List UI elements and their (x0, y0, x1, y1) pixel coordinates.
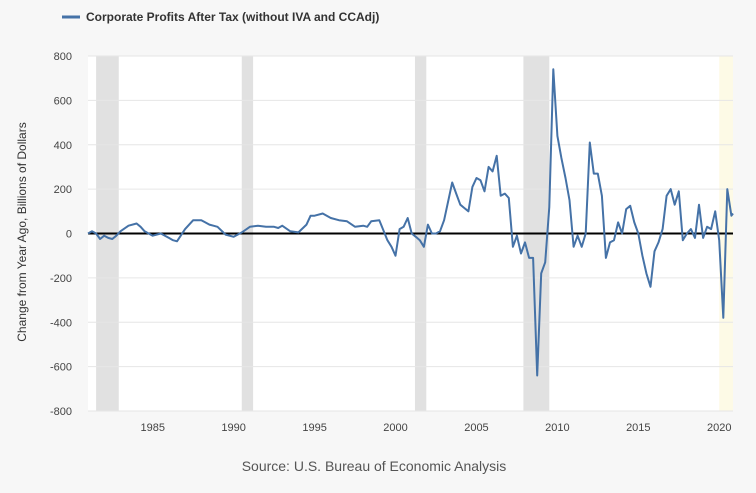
y-tick-label: 400 (54, 140, 72, 152)
y-tick-label: -200 (50, 273, 72, 285)
y-axis-ticks: 800 600 400 200 0 -200 -400 -600 -800 (50, 51, 72, 418)
legend-label: Corporate Profits After Tax (without IVA… (86, 10, 379, 24)
y-tick-label: -800 (50, 406, 72, 418)
x-tick-label: 1985 (141, 422, 165, 434)
series-line (87, 68, 734, 377)
legend: Corporate Profits After Tax (without IVA… (62, 10, 379, 24)
gridlines (88, 55, 733, 412)
y-tick-label: -600 (50, 362, 72, 374)
x-tick-label: 2010 (545, 422, 569, 434)
y-tick-label: 600 (54, 95, 72, 107)
y-tick-label: 800 (54, 51, 72, 63)
x-tick-label: 2020 (707, 422, 731, 434)
source-text: Source: U.S. Bureau of Economic Analysis (242, 458, 507, 474)
x-tick-label: 2000 (383, 422, 407, 434)
x-tick-label: 2005 (464, 422, 488, 434)
y-axis-label: Change from Year Ago, Billions of Dollar… (15, 122, 29, 341)
x-tick-label: 1995 (302, 422, 326, 434)
y-tick-label: -400 (50, 317, 72, 329)
x-tick-label: 2015 (626, 422, 650, 434)
x-tick-label: 1990 (221, 422, 245, 434)
y-tick-label: 0 (66, 229, 72, 241)
y-tick-label: 200 (54, 184, 72, 196)
x-axis-ticks: 1985 1990 1995 2000 2005 2010 2015 2020 (141, 422, 732, 434)
